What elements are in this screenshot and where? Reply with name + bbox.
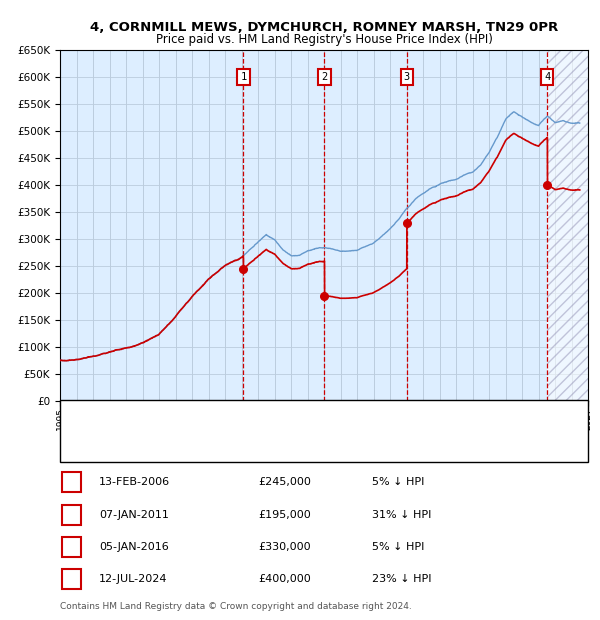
Text: 2: 2: [322, 72, 328, 82]
Text: £330,000: £330,000: [258, 542, 311, 552]
Text: 1: 1: [68, 477, 75, 487]
Text: 13-FEB-2006: 13-FEB-2006: [99, 477, 170, 487]
Text: £400,000: £400,000: [258, 574, 311, 584]
Text: 12-JUL-2024: 12-JUL-2024: [99, 574, 167, 584]
Text: 3: 3: [404, 72, 410, 82]
Text: HPI: Average price, detached house, Folkestone and Hythe: HPI: Average price, detached house, Folk…: [111, 441, 404, 451]
Text: 5% ↓ HPI: 5% ↓ HPI: [372, 542, 424, 552]
Text: 4, CORNMILL MEWS, DYMCHURCH, ROMNEY MARSH, TN29 0PR: 4, CORNMILL MEWS, DYMCHURCH, ROMNEY MARS…: [90, 21, 558, 34]
Text: £245,000: £245,000: [258, 477, 311, 487]
Text: 31% ↓ HPI: 31% ↓ HPI: [372, 510, 431, 520]
Text: 1: 1: [241, 72, 247, 82]
Text: Price paid vs. HM Land Registry's House Price Index (HPI): Price paid vs. HM Land Registry's House …: [155, 33, 493, 46]
Text: 5% ↓ HPI: 5% ↓ HPI: [372, 477, 424, 487]
Text: 4: 4: [68, 574, 75, 584]
Text: 07-JAN-2011: 07-JAN-2011: [99, 510, 169, 520]
Text: 05-JAN-2016: 05-JAN-2016: [99, 542, 169, 552]
Text: 23% ↓ HPI: 23% ↓ HPI: [372, 574, 431, 584]
Text: 4, CORNMILL MEWS, DYMCHURCH, ROMNEY MARSH, TN29 0PR (detached house): 4, CORNMILL MEWS, DYMCHURCH, ROMNEY MARS…: [111, 410, 514, 420]
Text: ————: ————: [81, 409, 131, 422]
Text: 2: 2: [68, 510, 75, 520]
Text: ————: ————: [81, 440, 131, 453]
Text: Contains HM Land Registry data © Crown copyright and database right 2024.: Contains HM Land Registry data © Crown c…: [60, 602, 412, 611]
Text: 4: 4: [544, 72, 551, 82]
Text: 3: 3: [68, 542, 75, 552]
Text: £195,000: £195,000: [258, 510, 311, 520]
Bar: [547, 50, 588, 401]
